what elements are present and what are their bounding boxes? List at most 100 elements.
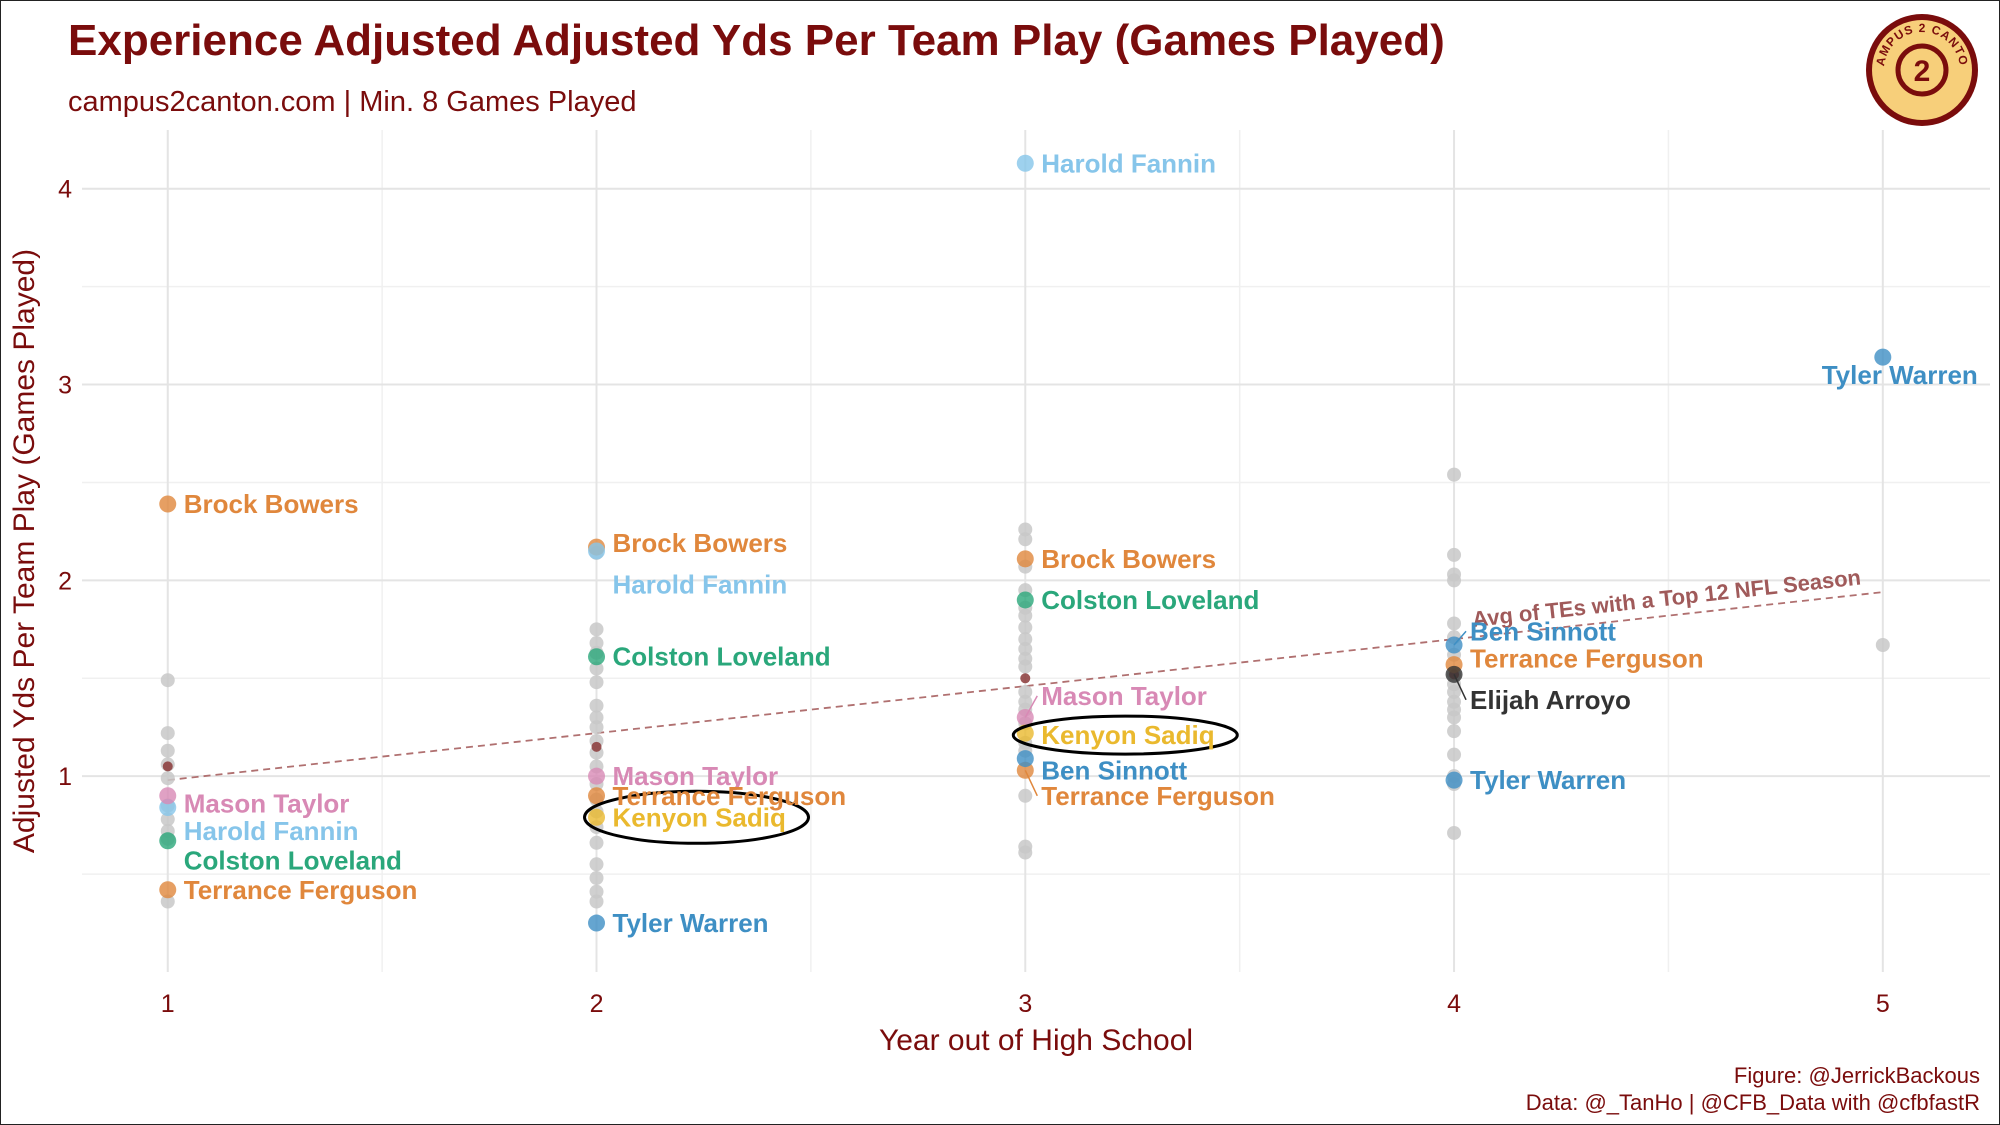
label-tyler-warren: Tyler Warren — [1470, 765, 1626, 795]
background-point — [589, 636, 604, 651]
chart-title: Experience Adjusted Adjusted Yds Per Tea… — [68, 16, 1445, 65]
x-tick-label: 5 — [1876, 990, 1890, 1018]
label-harold-fannin: Harold Fannin — [1041, 148, 1216, 178]
background-point — [1018, 845, 1033, 860]
point-kenyon-sadiq — [588, 808, 606, 826]
background-point — [160, 743, 175, 758]
point-harold-fannin — [588, 542, 606, 560]
label-colston-loveland: Colston Loveland — [613, 642, 831, 672]
background-point — [589, 661, 604, 676]
logo-fill — [1872, 20, 1972, 120]
highlight-ellipse — [583, 789, 811, 845]
axis-ticks: 1 2 3 4 5 1 2 3 4 — [58, 176, 1890, 1018]
background-point — [1447, 710, 1462, 725]
y-tick-label: 2 — [58, 567, 72, 595]
label-tyler-warren: Tyler Warren — [613, 908, 769, 938]
background-point — [589, 622, 604, 637]
x-tick-label: 4 — [1447, 990, 1461, 1018]
point-tyler-warren — [1874, 348, 1892, 366]
y-tick-label: 4 — [58, 176, 72, 204]
background-point — [160, 673, 175, 688]
background-point — [1018, 608, 1033, 623]
background-point — [1018, 641, 1033, 656]
highlight-ellipse — [1011, 714, 1239, 756]
background-point — [1447, 573, 1462, 588]
point-labels: Brock Bowers Brock Bowers Brock Bowers Haro… — [184, 148, 1978, 938]
label-kenyon-sadiq: Kenyon Sadiq — [1041, 720, 1214, 750]
background-point — [1447, 616, 1462, 631]
point-terrance-ferguson — [588, 787, 606, 805]
background-point — [1447, 467, 1462, 482]
background-point — [589, 710, 604, 725]
average-point — [1020, 673, 1031, 684]
background-point — [1447, 684, 1462, 699]
label-ben-sinnott: Ben Sinnott — [1470, 616, 1616, 646]
point-harold-fannin — [1016, 154, 1034, 172]
background-point — [1018, 632, 1033, 647]
background-point — [1018, 788, 1033, 803]
background-point — [589, 871, 604, 886]
background-point — [1018, 620, 1033, 635]
x-tick-label: 1 — [161, 990, 175, 1018]
point-brock-bowers — [1016, 550, 1034, 568]
background-point — [1447, 825, 1462, 840]
label-harold-fannin: Harold Fannin — [184, 816, 359, 846]
background-point — [160, 726, 175, 741]
point-colston-loveland — [1016, 591, 1034, 609]
label-kenyon-sadiq: Kenyon Sadiq — [613, 802, 786, 832]
figure-credit: Figure: @JerrickBackous — [1733, 1063, 1980, 1088]
y-axis-title: Adjusted Yds Per Team Play (Games Played… — [8, 249, 41, 853]
label-connector — [1453, 630, 1467, 646]
point-colston-loveland — [588, 648, 606, 666]
background-point — [1447, 547, 1462, 562]
point-ben-sinnott — [1016, 750, 1034, 768]
y-tick-label: 1 — [58, 763, 72, 791]
point-colston-loveland — [159, 832, 177, 850]
label-terrance-ferguson: Terrance Ferguson — [613, 781, 847, 811]
point-terrance-ferguson — [159, 881, 177, 899]
label-ben-sinnott: Ben Sinnott — [1041, 755, 1187, 785]
label-brock-bowers: Brock Bowers — [184, 489, 359, 519]
background-point — [1447, 724, 1462, 739]
label-mason-taylor: Mason Taylor — [613, 761, 779, 791]
label-tyler-warren: Tyler Warren — [1822, 360, 1978, 390]
background-point — [589, 720, 604, 735]
label-mason-taylor: Mason Taylor — [1041, 681, 1207, 711]
label-connector — [1024, 695, 1038, 718]
label-connector — [1024, 769, 1038, 797]
point-brock-bowers — [159, 495, 177, 513]
background-point — [589, 675, 604, 690]
campus2canton-logo: 2 CAMPUS 2 CANTON — [1862, 10, 1978, 126]
background-point — [589, 698, 604, 713]
x-tick-label: 2 — [590, 990, 604, 1018]
chart-subtitle: campus2canton.com | Min. 8 Games Played — [68, 86, 637, 118]
background-point — [160, 894, 175, 909]
label-colston-loveland: Colston Loveland — [1041, 585, 1259, 615]
background-point — [589, 835, 604, 850]
background-point — [160, 812, 175, 827]
background-point — [589, 894, 604, 909]
data-credit: Data: @_TanHo | @CFB_Data with @cfbfastR — [1525, 1090, 1980, 1115]
label-mason-taylor: Mason Taylor — [184, 789, 350, 819]
label-harold-fannin: Harold Fannin — [613, 569, 788, 599]
background-point — [1018, 659, 1033, 674]
label-connector — [1453, 674, 1467, 701]
x-axis-title: Year out of High School — [879, 1024, 1193, 1057]
background-point — [1018, 684, 1033, 699]
background-point — [589, 884, 604, 899]
point-mason-taylor — [159, 787, 177, 805]
average-point — [591, 741, 602, 752]
label-brock-bowers: Brock Bowers — [613, 528, 788, 558]
label-brock-bowers: Brock Bowers — [1041, 544, 1216, 574]
point-harold-fannin — [159, 799, 177, 817]
label-terrance-ferguson: Terrance Ferguson — [184, 875, 418, 905]
background-point — [1875, 637, 1890, 652]
data-points — [159, 154, 1892, 932]
point-tyler-warren — [588, 914, 606, 932]
point-mason-taylor — [588, 767, 606, 785]
label-colston-loveland: Colston Loveland — [184, 845, 402, 875]
logo-inner-ring — [1895, 43, 1949, 97]
label-elijah-arroyo: Elijah Arroyo — [1470, 685, 1631, 715]
